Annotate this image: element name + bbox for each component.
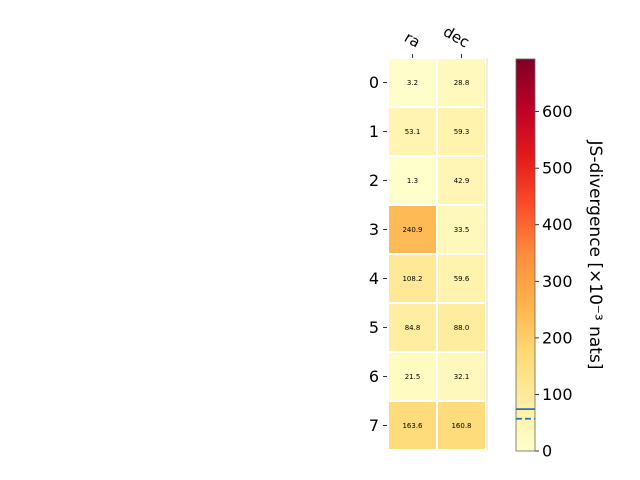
colorbar-gradient xyxy=(516,59,535,451)
cell-value-label: 33.5 xyxy=(454,226,470,234)
heatmap-cell xyxy=(438,108,485,155)
cell-value-label: 240.9 xyxy=(402,226,422,234)
heatmap-cell xyxy=(389,59,436,106)
cell-value-label: 3.2 xyxy=(407,79,418,87)
colorbar-label: JS-divergence [×10⁻³ nats] xyxy=(585,140,605,370)
column-label: ra xyxy=(401,28,423,51)
row-label: 3 xyxy=(369,220,379,239)
cell-value-label: 84.8 xyxy=(405,324,421,332)
colorbar-tick-label: 0 xyxy=(542,442,552,461)
row-label: 1 xyxy=(369,122,379,141)
heatmap-cell xyxy=(438,59,485,106)
colorbar-tick-label: 600 xyxy=(542,102,573,121)
heatmap-cell xyxy=(389,206,436,253)
cell-value-label: 59.6 xyxy=(454,275,470,283)
row-label: 5 xyxy=(369,318,379,337)
colorbar-tick-label: 300 xyxy=(542,272,573,291)
cell-value-label: 59.3 xyxy=(454,128,470,136)
colorbar-tick-label: 400 xyxy=(542,215,573,234)
row-label: 4 xyxy=(369,269,379,288)
colorbar-tick-label: 200 xyxy=(542,328,573,347)
heatmap-cells: 3.2 28.8 53.1 59.3 1.3 42.9 240.9 33.5 108.2 59.6… xyxy=(389,59,485,449)
cell-value-label: 21.5 xyxy=(405,373,421,381)
row-label: 0 xyxy=(369,73,379,92)
colorbar-frame xyxy=(515,58,536,452)
column-label: dec xyxy=(440,22,472,51)
row-label: 6 xyxy=(369,367,379,386)
heatmap-cell xyxy=(438,304,485,351)
heatmap-cell xyxy=(389,108,436,155)
heatmap-cell xyxy=(389,304,436,351)
colorbar-tick-label: 100 xyxy=(542,385,573,404)
heatmap-cell xyxy=(438,206,485,253)
heatmap-cell xyxy=(438,255,485,302)
cell-value-label: 1.3 xyxy=(407,177,418,185)
cell-value-label: 32.1 xyxy=(454,373,470,381)
colorbar-tick-label: 500 xyxy=(542,159,573,178)
cell-value-label: 108.2 xyxy=(402,275,422,283)
heatmap-cell xyxy=(438,157,485,204)
heatmap-cell xyxy=(389,402,436,449)
heatmap-cell xyxy=(389,157,436,204)
cell-value-label: 88.0 xyxy=(454,324,470,332)
heatmap-cell xyxy=(438,402,485,449)
cell-value-label: 28.8 xyxy=(454,79,470,87)
row-label: 2 xyxy=(369,171,379,190)
heatmap-cell xyxy=(389,255,436,302)
colorbar: 0 100 200 300 400 500 600 JS-divergence [×10⁻³ … xyxy=(515,58,605,461)
row-label: 7 xyxy=(369,416,379,435)
heatmap-cell xyxy=(389,353,436,400)
cell-value-label: 163.6 xyxy=(402,422,423,430)
heatmap-cell xyxy=(438,353,485,400)
cell-value-label: 160.8 xyxy=(451,422,471,430)
cell-value-label: 42.9 xyxy=(454,177,470,185)
cell-value-label: 53.1 xyxy=(405,128,421,136)
